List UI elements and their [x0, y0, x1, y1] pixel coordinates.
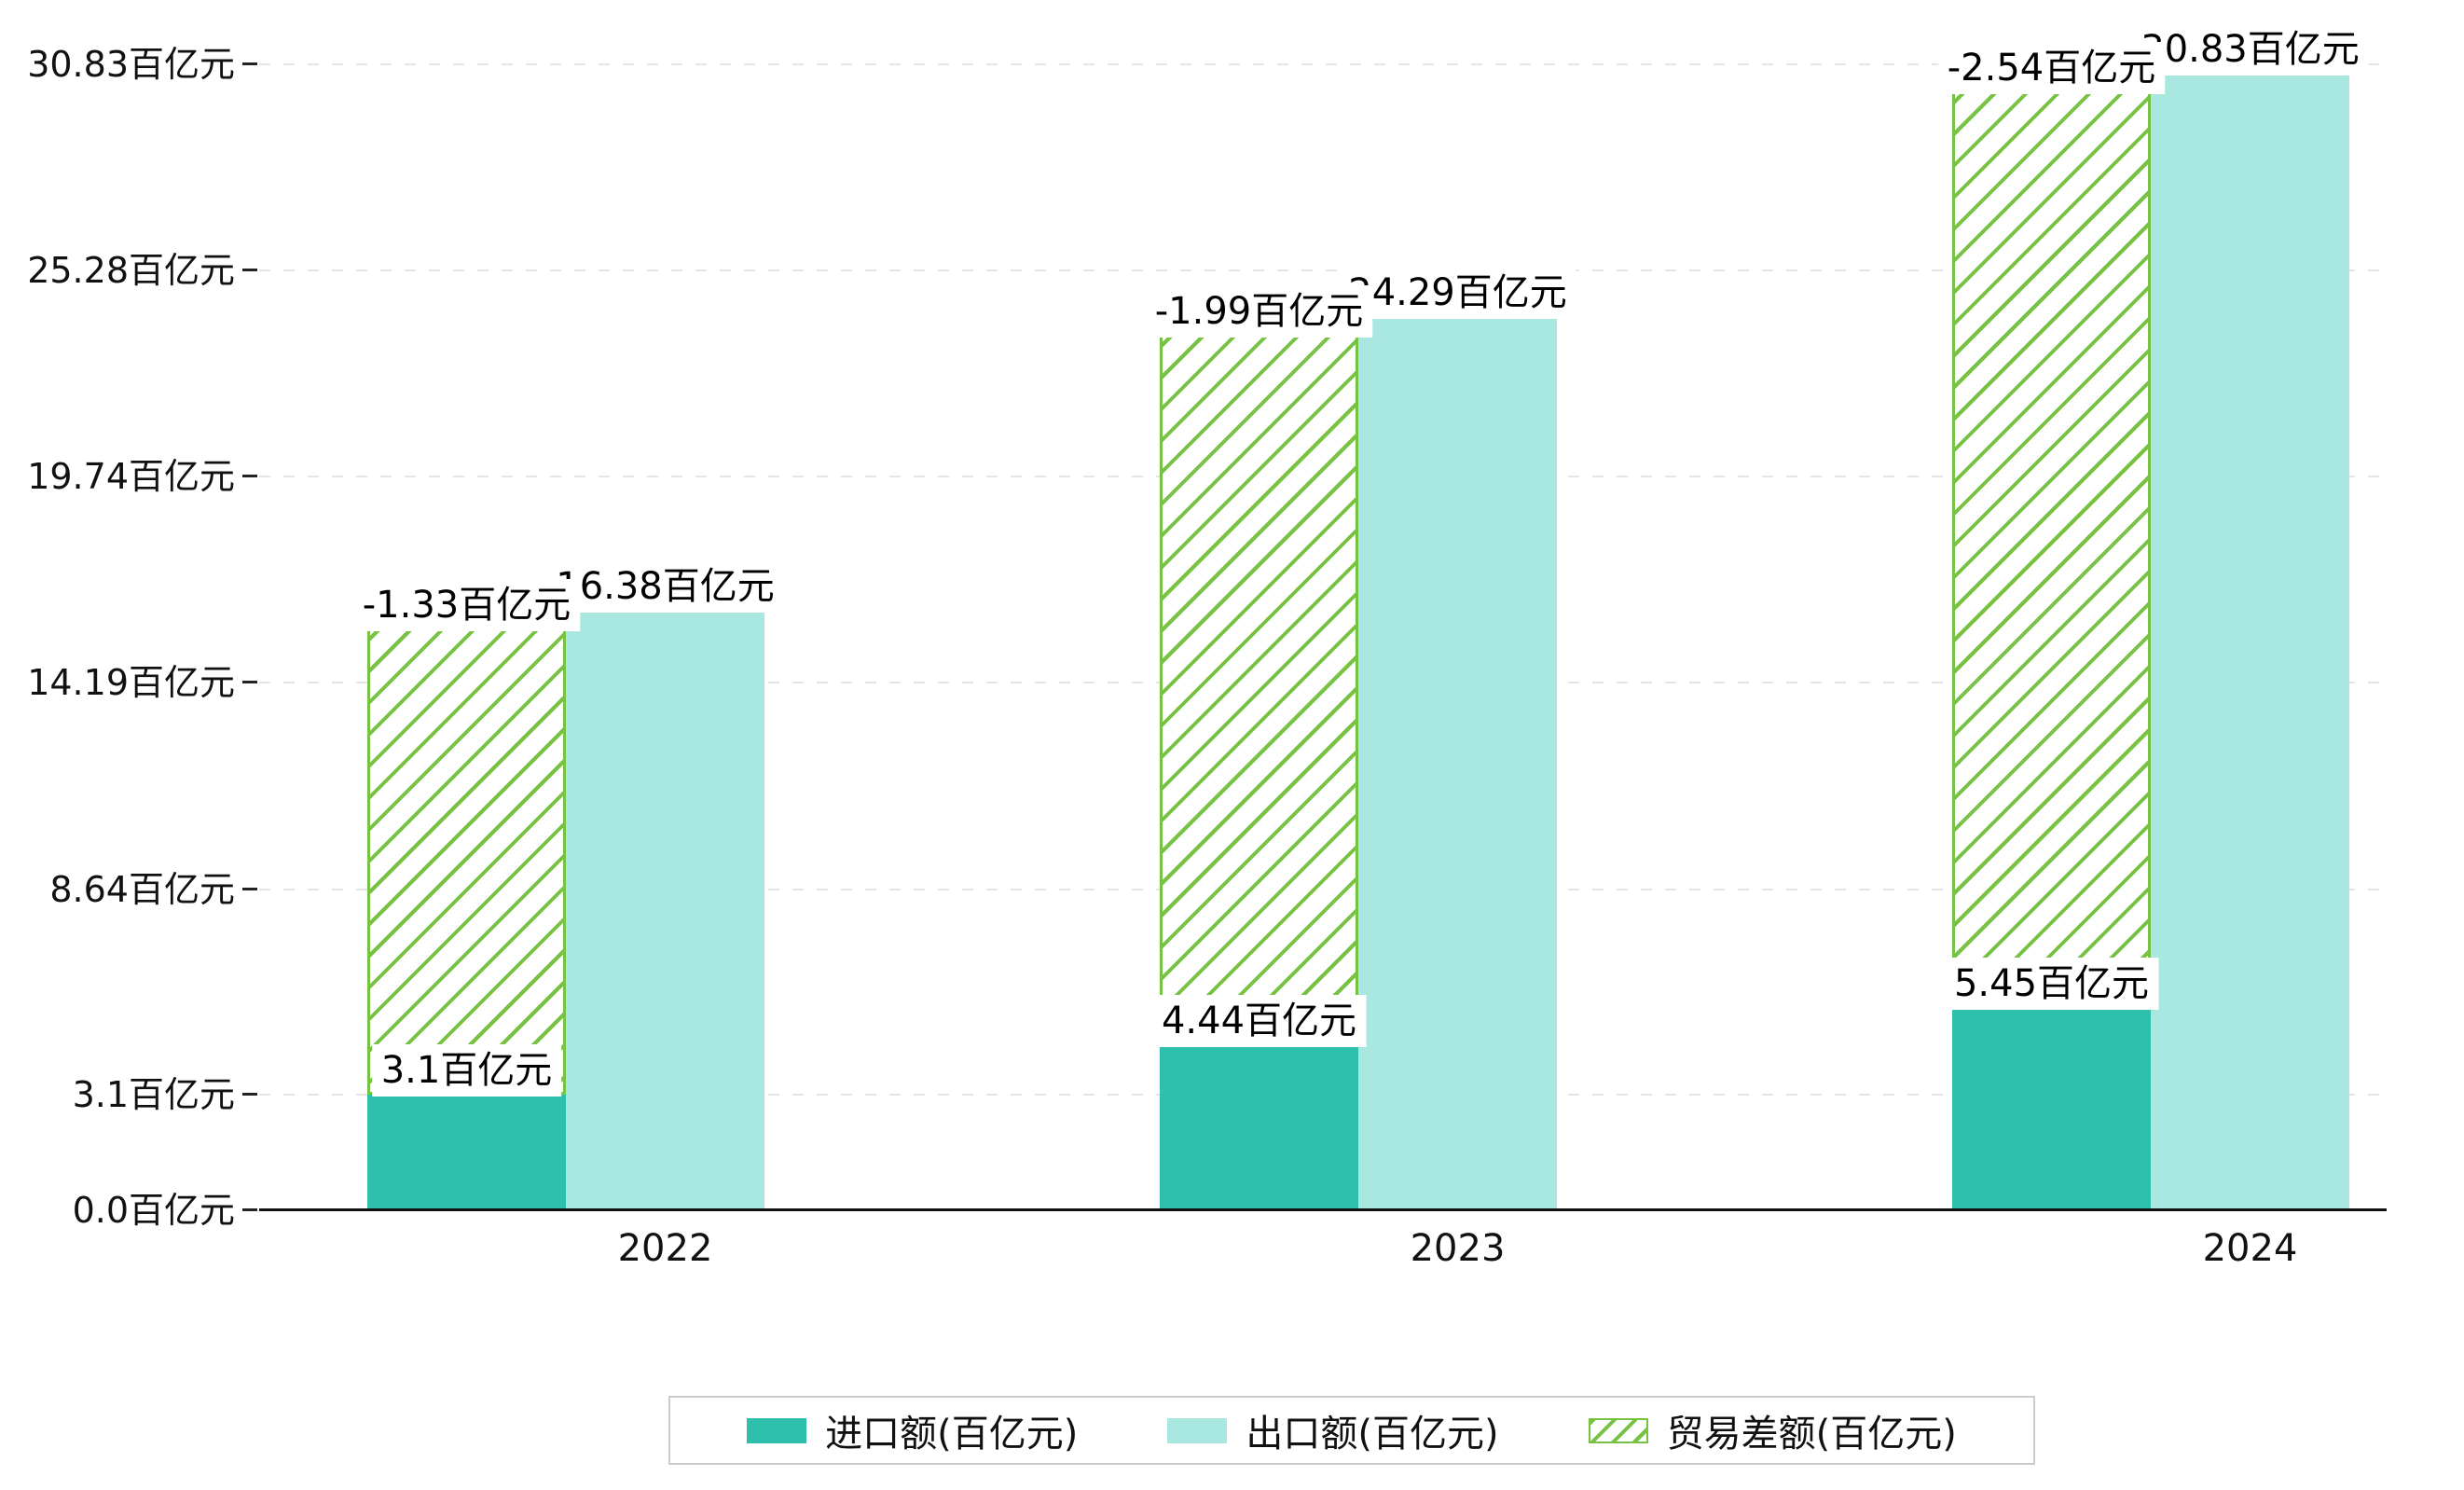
x-tick-label-2023: 2023 [1410, 1227, 1506, 1270]
y-tick-mark-6 [242, 62, 257, 65]
gridline-6 [259, 63, 2387, 65]
x-tick-label-2022: 2022 [617, 1227, 713, 1270]
legend-item-1: 出口额(百亿元) [1167, 1403, 1499, 1457]
y-tick-label-6: 30.83百亿元 [27, 44, 235, 85]
bar-export-2024 [2151, 64, 2349, 1210]
bar-balance-2022 [367, 601, 566, 1096]
y-tick-mark-2 [242, 887, 257, 890]
legend: 进口额(百亿元) 出口额(百亿元) 贸易差额(百亿元) [668, 1396, 2035, 1465]
label-export-2023: 24.29百亿元 [1339, 266, 1576, 319]
x-axis-line [259, 1208, 2387, 1211]
y-tick-label-3: 14.19百亿元 [27, 662, 235, 704]
legend-label-0: 进口额(百亿元) [825, 1413, 1079, 1456]
y-tick-label-2: 8.64百亿元 [49, 868, 235, 910]
legend-label-1: 出口额(百亿元) [1246, 1413, 1499, 1456]
legend-label-2: 贸易差额(百亿元) [1666, 1413, 1957, 1456]
legend-swatch-balance [1588, 1417, 1648, 1443]
label-import-2023: 4.44百亿元 [1151, 995, 1367, 1047]
label-balance-2024: -2.54百亿元 [1937, 42, 2166, 94]
y-tick-label-0: 0.0百亿元 [72, 1190, 235, 1231]
y-tick-mark-4 [242, 475, 257, 478]
bar-export-2022 [566, 601, 764, 1210]
label-import-2022: 3.1百亿元 [371, 1044, 562, 1097]
y-tick-mark-0 [242, 1208, 257, 1211]
label-balance-2022: -1.33百亿元 [352, 579, 581, 632]
label-export-2022: 16.38百亿元 [546, 560, 784, 614]
x-tick-label-2024: 2024 [2202, 1227, 2298, 1270]
y-tick-mark-5 [242, 269, 257, 272]
y-tick-mark-3 [242, 681, 257, 684]
bar-balance-2023 [1160, 307, 1358, 1045]
bar-import-2023 [1160, 1045, 1358, 1210]
y-tick-label-4: 19.74百亿元 [27, 456, 235, 498]
y-tick-mark-1 [242, 1093, 257, 1097]
legend-item-0: 进口额(百亿元) [747, 1403, 1078, 1457]
bar-import-2022 [367, 1095, 566, 1210]
bar-balance-2024 [1952, 64, 2151, 1008]
legend-swatch-import [747, 1417, 807, 1443]
y-tick-label-5: 25.28百亿元 [27, 250, 235, 292]
y-tick-label-1: 3.1百亿元 [72, 1074, 235, 1116]
label-import-2024: 5.45百亿元 [1944, 957, 2159, 1010]
legend-swatch-export [1167, 1417, 1228, 1443]
legend-item-2: 贸易差额(百亿元) [1588, 1403, 1957, 1457]
bar-import-2024 [1952, 1007, 2151, 1210]
label-export-2024: 30.83百亿元 [2131, 23, 2369, 76]
label-balance-2023: -1.99百亿元 [1145, 284, 1373, 338]
bar-export-2023 [1358, 307, 1557, 1210]
gridline-5 [259, 269, 2387, 272]
